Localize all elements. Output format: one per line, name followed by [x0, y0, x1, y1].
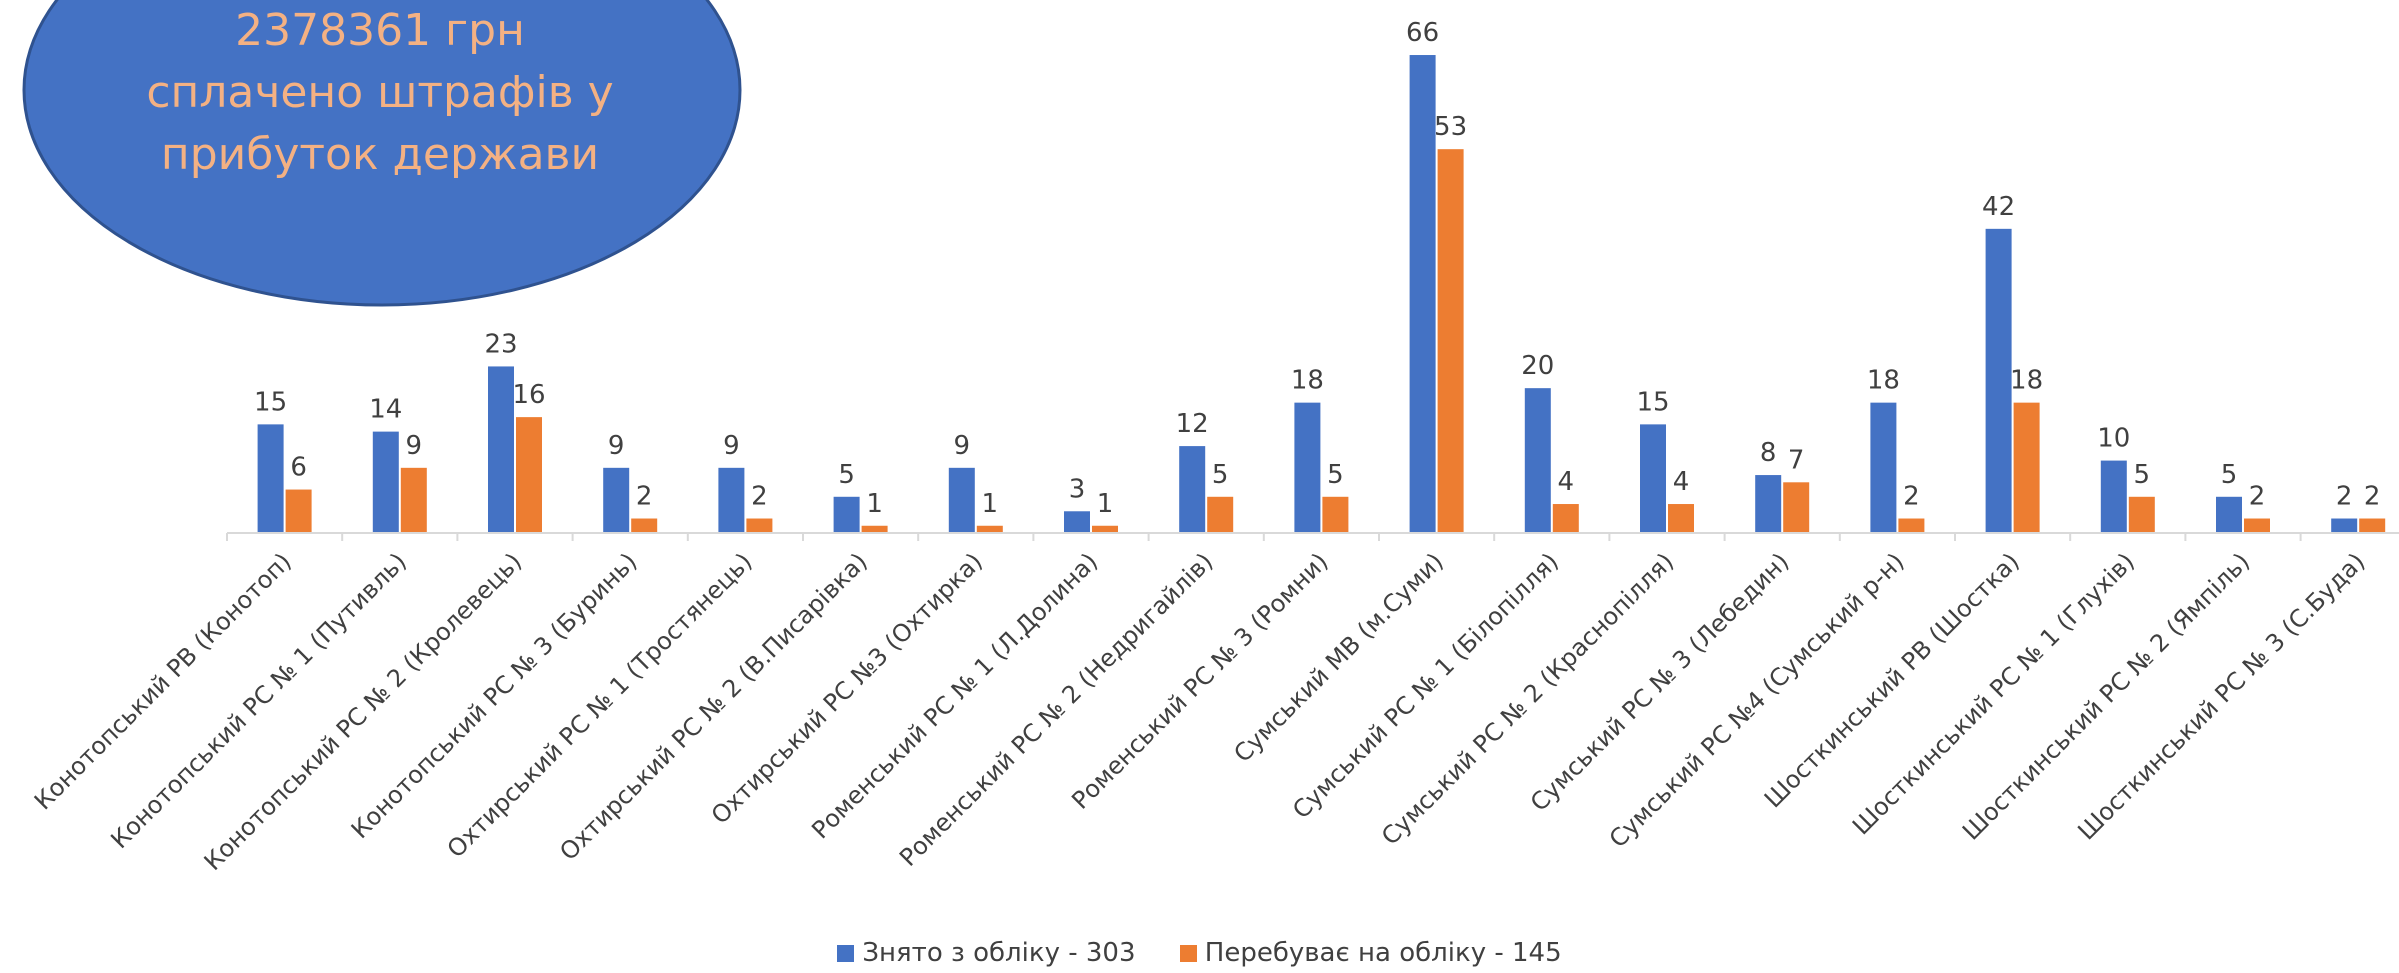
bar-registered [1783, 482, 1810, 533]
data-label: 1 [982, 489, 999, 519]
legend: Знято з обліку - 303 Перебуває на обліку… [0, 938, 2399, 969]
data-label: 2 [2336, 482, 2353, 512]
bar-removed [948, 467, 975, 533]
bar-removed [833, 496, 860, 533]
data-label: 18 [1291, 366, 1324, 396]
bar-registered [2244, 518, 2270, 533]
data-label: 18 [2010, 366, 2043, 396]
data-label: 15 [254, 387, 287, 417]
bar-removed [372, 431, 399, 533]
bar-removed [1870, 402, 1897, 533]
bar-removed [1755, 475, 1782, 533]
bar-registered [285, 489, 312, 533]
data-label: 7 [1788, 445, 1805, 475]
data-label: 2 [751, 482, 768, 512]
data-label: 8 [1760, 438, 1777, 468]
callout-line-2: сплачено штрафів у [146, 67, 614, 118]
bar-registered [1898, 518, 1925, 533]
legend-swatch-removed [837, 944, 855, 962]
bar-removed [603, 467, 630, 533]
data-label: 5 [2221, 460, 2238, 490]
data-label: 4 [1673, 467, 1690, 497]
bar-removed [1524, 388, 1551, 533]
bar-registered [746, 518, 773, 533]
data-label: 9 [723, 431, 740, 461]
bar-registered [400, 467, 427, 533]
data-label: 2 [636, 482, 653, 512]
legend-swatch-registered [1179, 944, 1197, 962]
bar-removed [2331, 518, 2358, 533]
data-label: 10 [2097, 424, 2130, 454]
data-label: 2 [2249, 482, 2266, 512]
category-labels-group: Конотопський РВ (Конотоп)Конотопський РС… [29, 547, 2370, 876]
callout-ellipse [22, 0, 742, 307]
data-label: 1 [1097, 489, 1114, 519]
callout-amount: 2378361 грн [235, 5, 525, 56]
data-label: 42 [1982, 192, 2015, 222]
data-label: 66 [1406, 18, 1439, 48]
bar-removed [1409, 55, 1436, 533]
data-label: 15 [1636, 387, 1669, 417]
callout-line-3: прибуток держави [160, 129, 600, 180]
data-label: 2 [1903, 482, 1920, 512]
data-label: 4 [1558, 467, 1575, 497]
bar-removed [257, 424, 284, 533]
data-label: 23 [484, 329, 517, 359]
category-label: Конотопський РВ (Конотоп) [29, 547, 297, 815]
bar-removed [1294, 402, 1321, 533]
data-label: 9 [406, 431, 423, 461]
legend-item-registered: Перебуває на обліку - 145 [1179, 938, 1562, 968]
bar-removed [1640, 424, 1666, 533]
data-label: 5 [1212, 460, 1229, 490]
legend-item-removed: Знято з обліку - 303 [837, 938, 1136, 968]
bar-removed [718, 467, 745, 533]
category-label: Сумський МВ (м.Суми) [1228, 547, 1448, 767]
data-label: 5 [838, 460, 855, 490]
legend-label-registered: Перебуває на обліку - 145 [1204, 938, 1562, 968]
data-label: 6 [290, 453, 307, 483]
data-label: 20 [1521, 351, 1554, 381]
bar-registered [2359, 518, 2386, 533]
data-label: 2 [2364, 482, 2381, 512]
callout-text: 2378361 грн сплачено штрафів у прибуток … [20, 0, 740, 186]
bar-registered [1437, 149, 1464, 533]
bar-registered [976, 525, 1003, 533]
bar-registered [1322, 496, 1349, 533]
callout-ellipse-shape [22, 0, 742, 307]
bars-group [257, 55, 2386, 533]
data-label: 9 [954, 431, 971, 461]
bar-registered [1552, 504, 1579, 533]
data-label: 12 [1176, 409, 1209, 439]
bar-removed [2216, 496, 2242, 533]
bar-removed [488, 366, 514, 533]
x-axis [226, 532, 2399, 541]
data-label: 14 [369, 395, 402, 425]
bar-removed [1064, 511, 1090, 533]
bar-removed [2100, 460, 2127, 533]
legend-label-removed: Знято з обліку - 303 [862, 938, 1136, 968]
bar-registered [1207, 496, 1234, 533]
data-label: 3 [1069, 474, 1086, 504]
category-label: Роменський РС № 3 (Ромни) [1066, 547, 1333, 814]
data-label: 9 [608, 431, 625, 461]
bar-registered [2128, 496, 2155, 533]
bar-registered [1092, 525, 1118, 533]
data-label: 5 [2134, 460, 2151, 490]
bar-registered [1668, 504, 1694, 533]
data-label: 5 [1327, 460, 1344, 490]
bar-registered [2013, 402, 2040, 533]
data-label: 53 [1434, 112, 1467, 142]
bar-registered [516, 417, 542, 533]
data-label: 18 [1867, 366, 1900, 396]
bar-removed [1179, 446, 1206, 533]
data-label: 1 [866, 489, 883, 519]
bar-removed [1985, 228, 2012, 533]
bar-registered [861, 525, 888, 533]
data-label: 16 [512, 380, 545, 410]
bar-registered [631, 518, 658, 533]
category-label: Шосткинський РВ (Шостка) [1759, 547, 2025, 813]
